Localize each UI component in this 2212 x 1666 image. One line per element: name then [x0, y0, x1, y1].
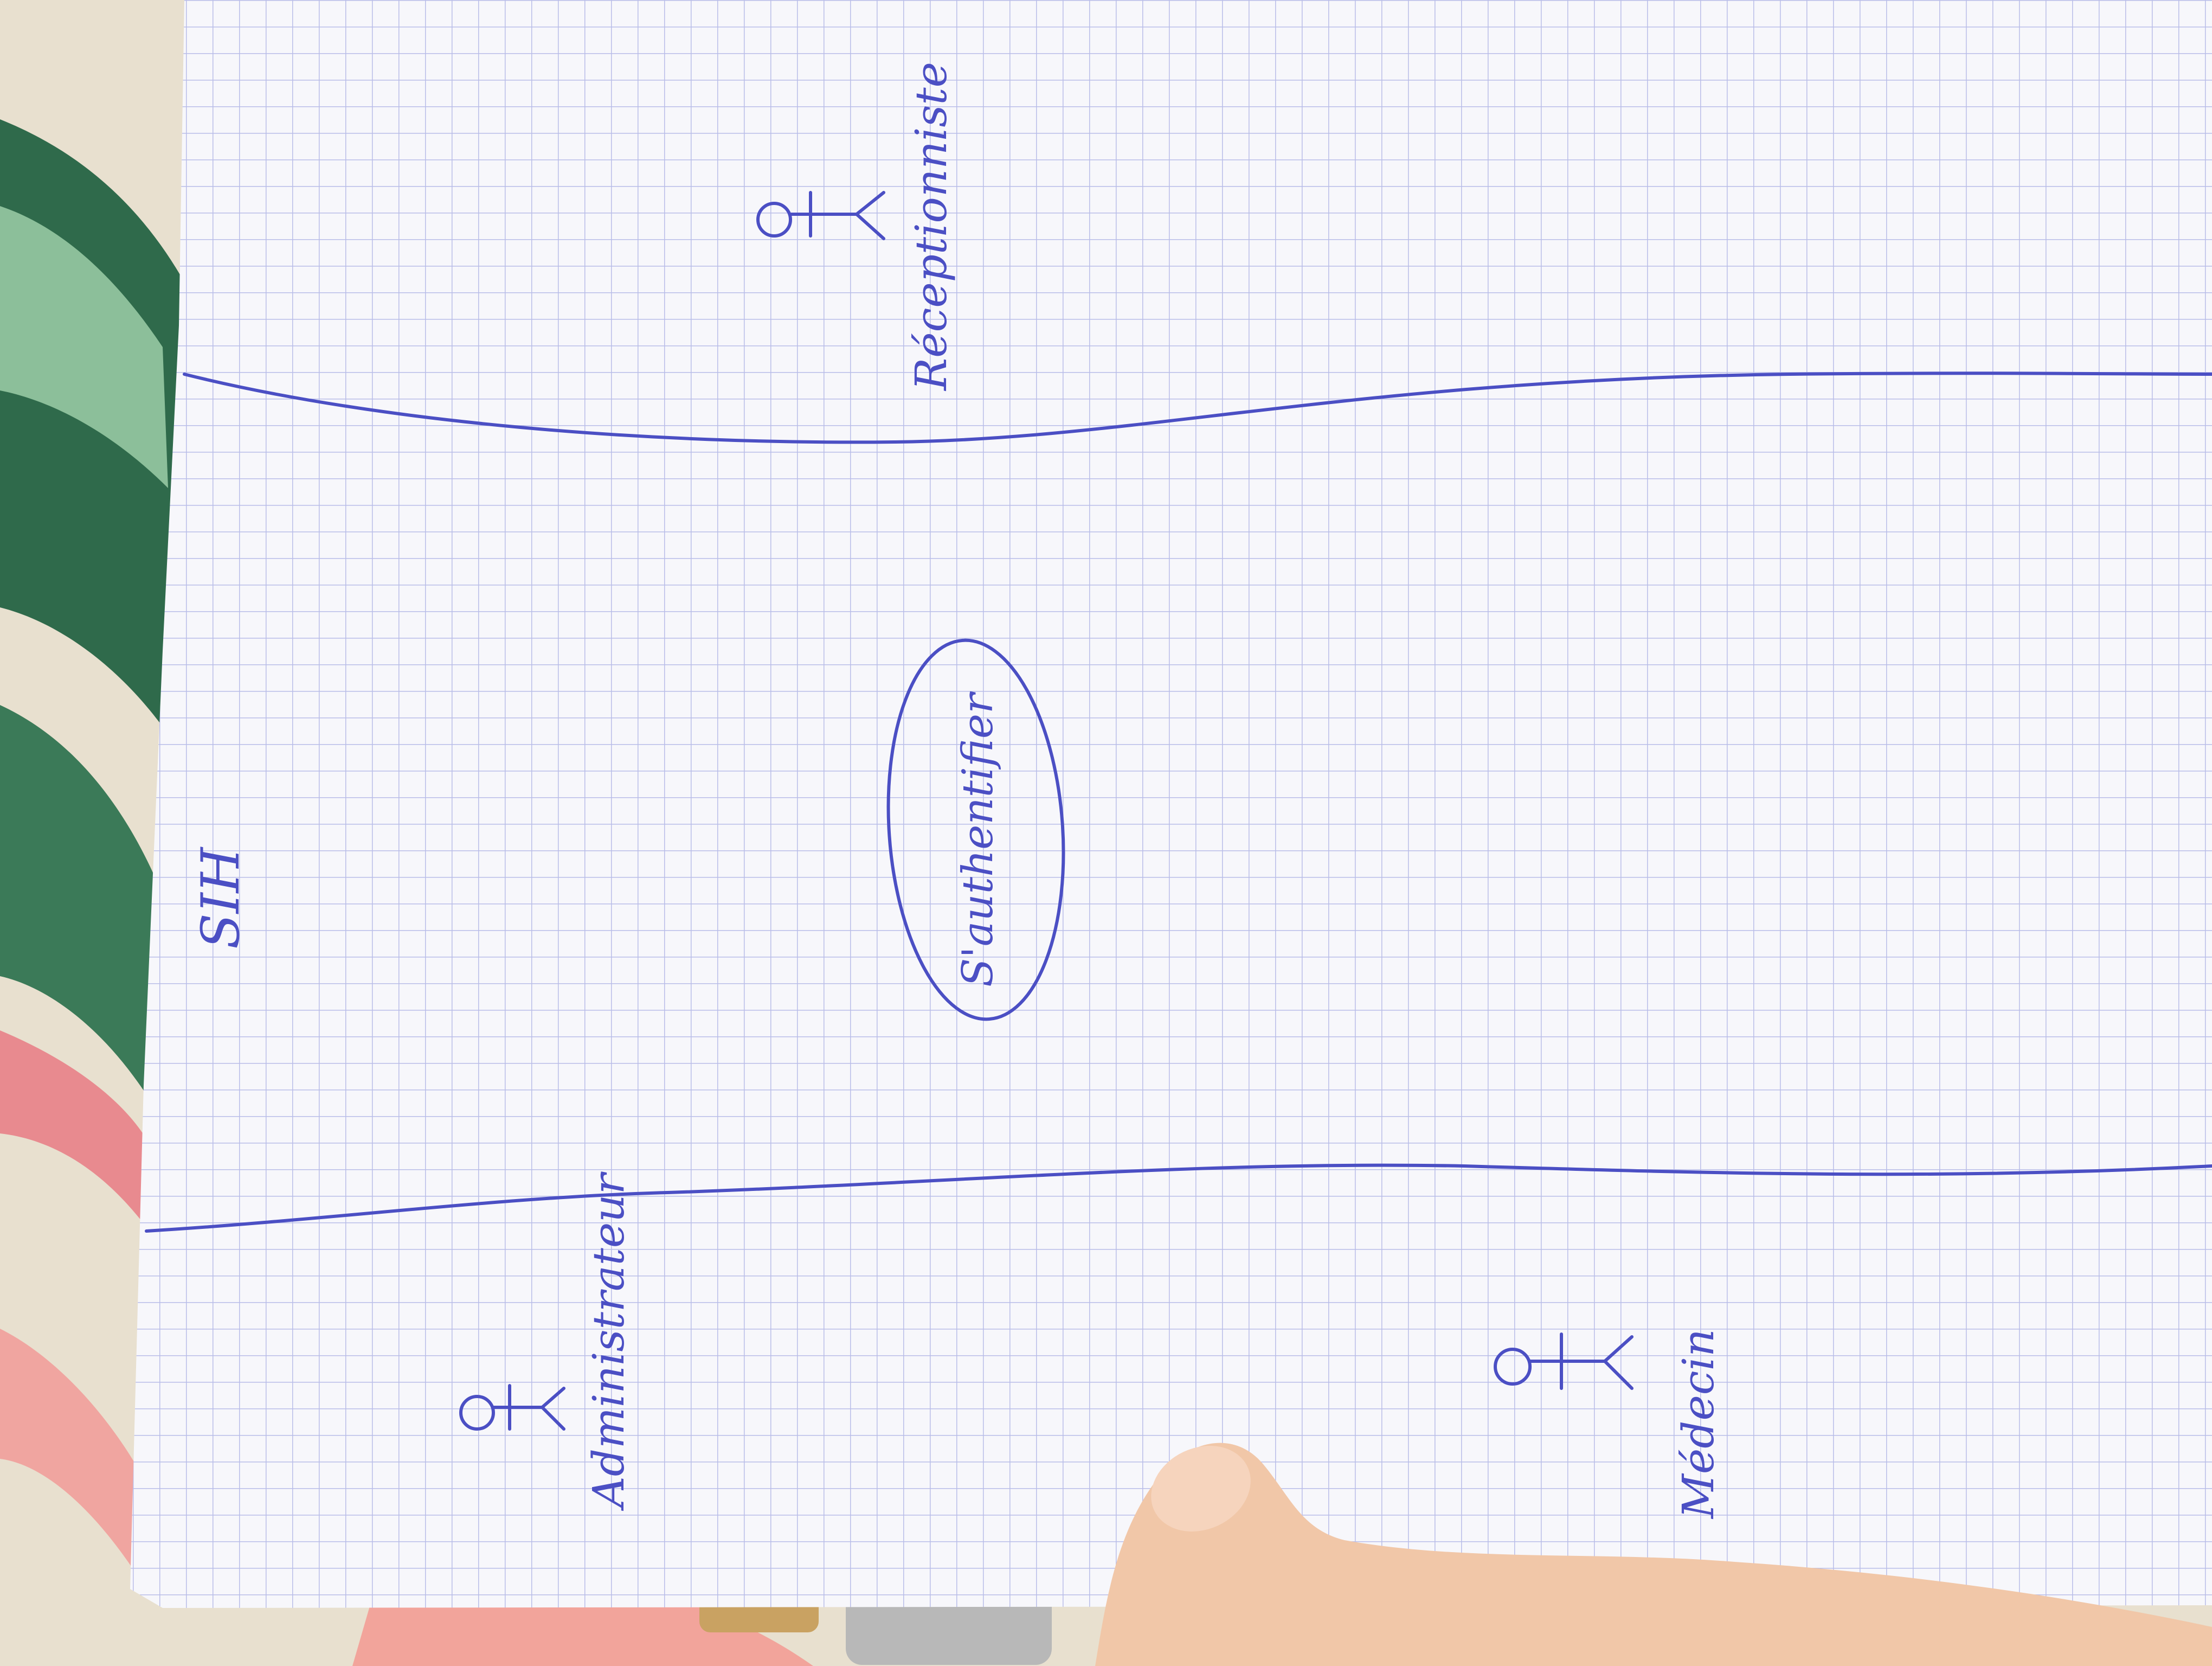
actor-administrateur-label: Administrateur: [583, 1171, 634, 1511]
actor-leg-left: [541, 1387, 565, 1409]
use-case-label: S'authentifier: [954, 691, 1002, 987]
use-case-authenticate: S'authentifier: [886, 638, 1065, 1021]
actor-medecin-label-wrap: Médecin: [1673, 1329, 1724, 1520]
actor-leg-left: [855, 191, 885, 216]
system-title-text: SIH: [190, 846, 251, 949]
boundary-line-top: [183, 371, 2212, 444]
actor-leg-right: [855, 213, 885, 240]
system-title: SIH: [190, 846, 251, 949]
actor-leg-left: [1603, 1335, 1634, 1363]
actor-receptionniste-label-wrap: Réceptionniste: [906, 62, 956, 392]
system-boundary: [145, 371, 2212, 1233]
boundary-line-bottom: [145, 1163, 2212, 1233]
actor-receptionniste-label: Réceptionniste: [906, 62, 956, 392]
actor-leg-right: [541, 1406, 565, 1431]
actor-head: [756, 202, 792, 238]
hand: [1095, 1443, 2212, 1666]
actor-medecin-label: Médecin: [1673, 1329, 1724, 1520]
actor-head: [1494, 1348, 1532, 1386]
actor-medecin: [1494, 1332, 1634, 1390]
actor-administrateur-label-wrap: Administrateur: [583, 1171, 634, 1511]
actor-administrateur: [459, 1384, 565, 1431]
actor-head: [459, 1395, 495, 1431]
actor-leg-right: [1603, 1360, 1634, 1390]
actor-receptionniste: [756, 191, 885, 240]
